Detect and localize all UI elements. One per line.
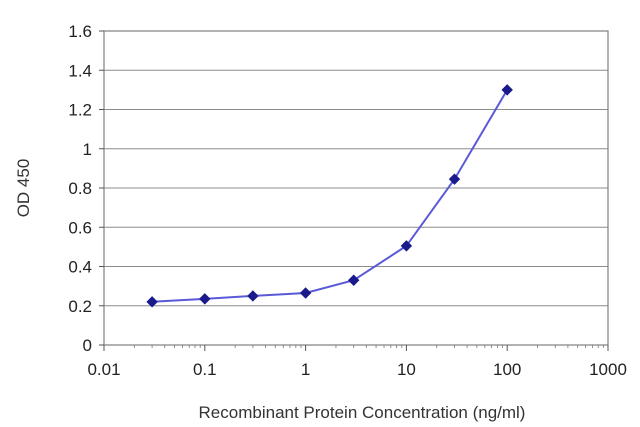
data-point-marker bbox=[400, 240, 413, 252]
y-tick-label: 0.2 bbox=[68, 297, 92, 316]
x-tick-label: 100 bbox=[493, 360, 521, 379]
data-point-marker bbox=[199, 293, 211, 305]
axes bbox=[99, 30, 609, 351]
data-point-marker bbox=[347, 274, 360, 286]
y-tick-label: 0.8 bbox=[68, 179, 92, 198]
y-tick-label: 0 bbox=[83, 336, 92, 355]
y-tick-label: 0.6 bbox=[68, 218, 92, 237]
x-tick-label: 0.1 bbox=[193, 360, 217, 379]
x-axis-title: Recombinant Protein Concentration (ng/ml… bbox=[199, 403, 526, 422]
series-line bbox=[152, 89, 509, 303]
tick-labels: 0 0.2 0.4 0.6 0.8 1 1.2 1.4 1.6 0.01 0.1 1 10 100 1000 bbox=[68, 22, 627, 379]
data-point-marker bbox=[448, 173, 461, 185]
series bbox=[146, 84, 513, 308]
x-tick-label: 0.01 bbox=[87, 360, 120, 379]
gridlines bbox=[104, 69, 608, 307]
data-point-marker bbox=[501, 84, 513, 96]
x-tick-label: 1 bbox=[301, 360, 310, 379]
x-tick-label: 10 bbox=[397, 360, 416, 379]
y-tick-label: 1.6 bbox=[68, 22, 92, 41]
data-point-marker bbox=[247, 290, 259, 302]
y-tick-label: 0.4 bbox=[68, 258, 92, 277]
y-axis-title: OD 450 bbox=[14, 159, 33, 218]
y-tick-label: 1.4 bbox=[68, 61, 92, 80]
data-point-marker bbox=[299, 287, 312, 299]
y-tick-label: 1.2 bbox=[68, 101, 92, 120]
data-point-marker bbox=[146, 296, 158, 308]
y-tick-label: 1 bbox=[83, 140, 92, 159]
x-tick-label: 1000 bbox=[589, 360, 627, 379]
